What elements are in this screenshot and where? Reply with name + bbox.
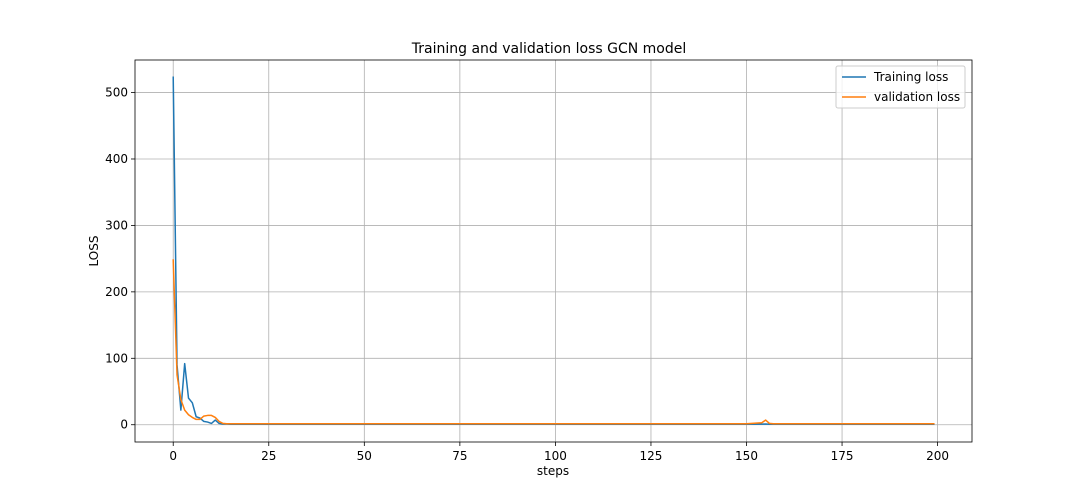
y-tick-label: 400 (105, 152, 128, 166)
legend: Training loss validation loss (835, 65, 966, 109)
x-tick-label: 50 (357, 449, 372, 463)
x-tick-label: 175 (831, 449, 854, 463)
x-tick-label: 150 (735, 449, 758, 463)
x-tick-label: 125 (640, 449, 663, 463)
plot-area (135, 60, 972, 442)
series-line-1 (172, 259, 935, 425)
x-tick-label: 200 (926, 449, 949, 463)
plot-frame (134, 59, 973, 443)
x-tick-label: 0 (169, 449, 177, 463)
x-tick-label: 100 (544, 449, 567, 463)
y-tick-label: 0 (120, 418, 128, 432)
legend-box (835, 65, 966, 109)
y-tick-label: 500 (105, 86, 128, 100)
legend-label-1: validation loss (874, 90, 960, 104)
x-axis-label: steps (537, 464, 569, 478)
legend-label-0: Training loss (873, 70, 948, 84)
y-tick-label: 100 (105, 351, 128, 365)
series-lines (172, 76, 935, 425)
y-tick-label: 200 (105, 285, 128, 299)
x-axis-ticks: 0 25 50 75 100 125 150 175 200 (169, 442, 949, 463)
x-tick-label: 75 (452, 449, 467, 463)
y-axis-ticks: 0 100 200 300 400 500 (105, 86, 135, 432)
chart-title: Training and validation loss GCN model (411, 41, 687, 57)
x-tick-label: 25 (261, 449, 276, 463)
y-tick-label: 300 (105, 218, 128, 232)
y-axis-label: LOSS (87, 236, 101, 267)
